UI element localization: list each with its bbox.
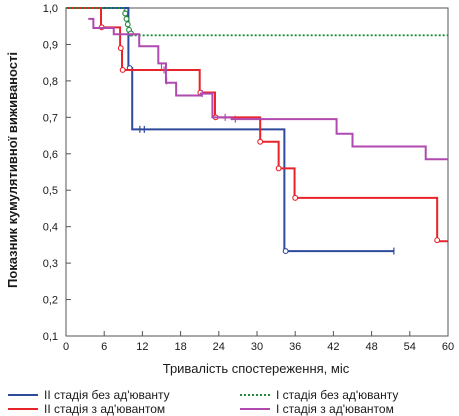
y-tick-label: 0,6	[43, 149, 58, 161]
plot-area: 0 6 12 18 24 30 36 42 48 54 60 0,1 0,2 0,3 0,4 0,5 0,6 0,…	[43, 3, 454, 353]
series-line-3	[88, 17, 448, 161]
censor-mark-circle	[292, 194, 299, 201]
y-tick-label: 0,1	[43, 331, 58, 343]
x-tick-label: 12	[136, 341, 148, 353]
x-tick-label: 0	[63, 341, 69, 353]
censor-mark-circle	[434, 237, 441, 244]
censor-mark-circle	[124, 21, 131, 28]
x-axis-label: Тривалість спостереження, міс	[163, 361, 350, 376]
series-line-0	[66, 7, 394, 253]
y-tick-label: 0,3	[43, 258, 58, 270]
censor-mark-circle	[117, 45, 124, 52]
legend-item-ii-no-adjuvant: II стадія без ад'юванту	[8, 388, 170, 402]
y-tick-label: 1,0	[43, 3, 58, 15]
legend-swatch	[240, 408, 270, 410]
censor-mark-circle	[123, 15, 130, 22]
y-tick-label: 0,9	[43, 39, 58, 51]
x-tick-label: 54	[404, 341, 416, 353]
x-tick-label: 18	[174, 341, 186, 353]
x-tick-label: 36	[289, 341, 301, 353]
x-tick-label: 42	[327, 341, 339, 353]
legend-item-i-adjuvant: I стадія з ад'ювантом	[240, 402, 394, 416]
legend-label: II стадія без ад'юванту	[44, 388, 170, 402]
censor-mark-circle	[275, 165, 282, 172]
y-tick-label: 0,7	[43, 112, 58, 124]
censor-mark-circle	[282, 248, 289, 255]
legend-swatch	[240, 394, 270, 396]
censor-mark-circle	[122, 10, 129, 17]
legend-swatch	[8, 408, 38, 410]
x-tick-label: 6	[101, 341, 107, 353]
censor-mark-circle	[257, 138, 264, 145]
plot-frame	[65, 7, 449, 337]
legend-label: II стадія з ад'ювантом	[44, 402, 166, 416]
legend-swatch	[8, 394, 38, 396]
x-tick-label: 30	[251, 341, 263, 353]
x-tick-label: 48	[365, 341, 377, 353]
x-tick-label: 60	[442, 341, 454, 353]
legend-item-i-no-adjuvant: I стадія без ад'юванту	[240, 388, 398, 402]
legend-label: I стадія без ад'юванту	[276, 388, 399, 402]
legend-item-ii-adjuvant: II стадія з ад'ювантом	[8, 402, 165, 416]
series-line-1	[66, 7, 448, 243]
x-tick-label: 24	[213, 341, 225, 353]
censor-mark-circle	[119, 67, 126, 73]
survival-chart: 0 6 12 18 24 30 36 42 48 54 60 0,1 0,2 0,3 0,4 0,5 0,6 0,…	[5, 3, 454, 376]
legend-label: I стадія з ад'ювантом	[276, 402, 394, 416]
y-tick-label: 0,5	[43, 185, 58, 197]
y-tick-label: 0,2	[43, 295, 58, 307]
y-tick-label: 0,8	[43, 76, 58, 88]
y-axis-label: Показник кумулятивної виживаності	[5, 52, 20, 288]
y-tick-label: 0,4	[43, 222, 58, 234]
legend: II стадія без ад'юванту II стадія з ад'ю…	[0, 388, 459, 416]
